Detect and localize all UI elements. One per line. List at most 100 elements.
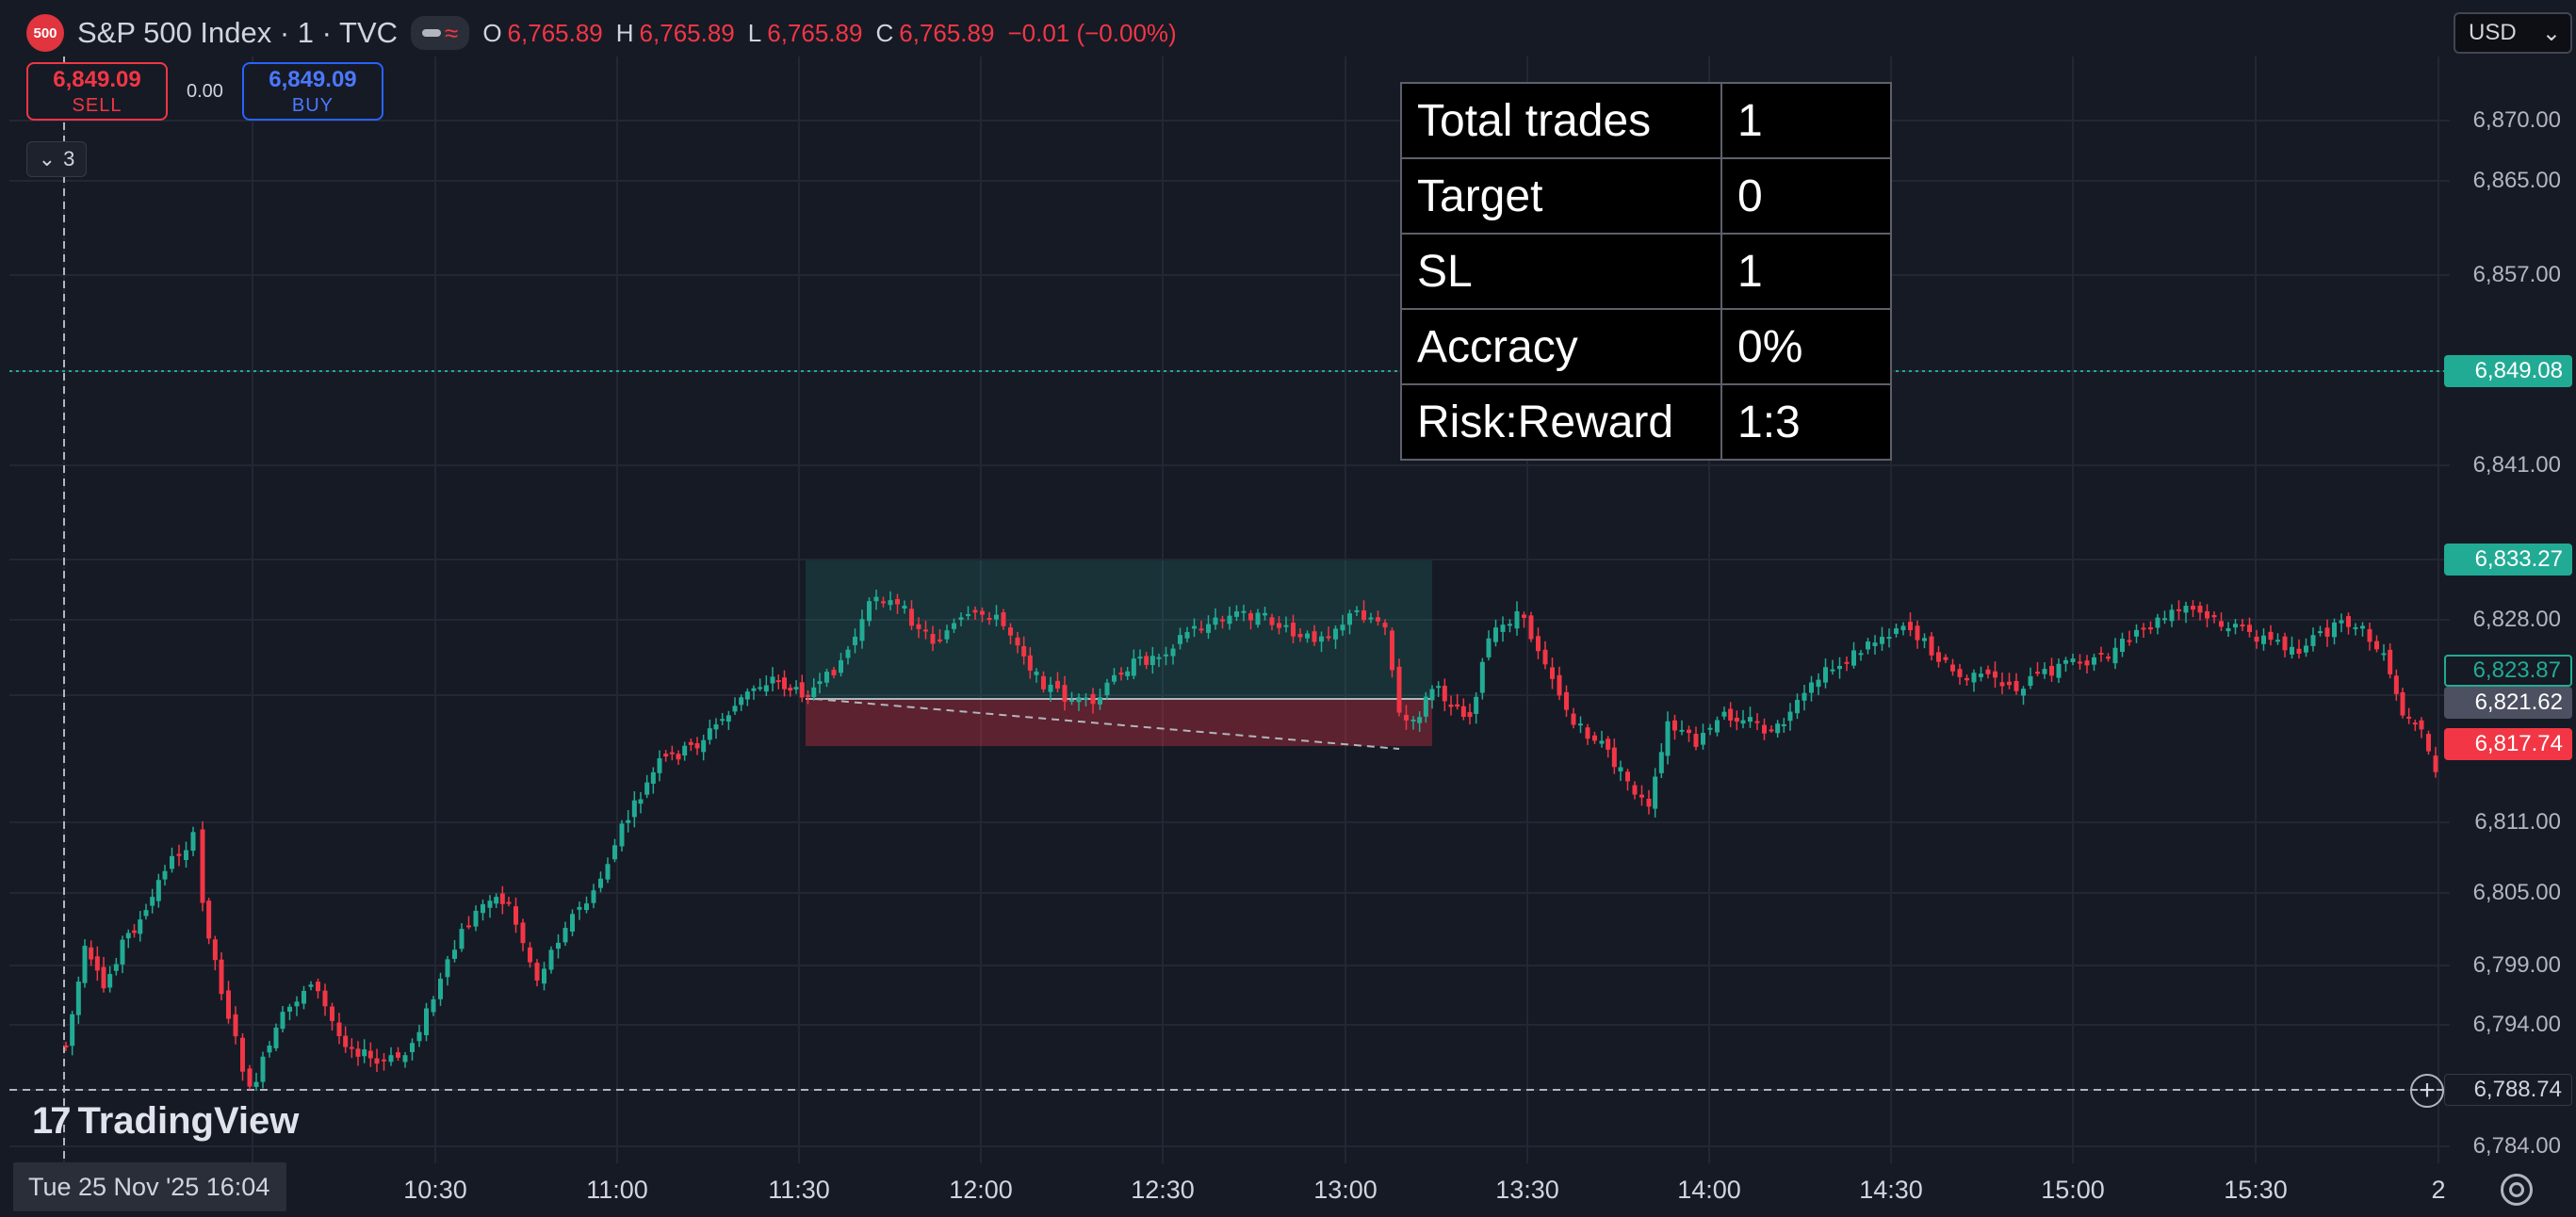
candle-body (452, 949, 457, 959)
symbol-title[interactable]: S&P 500 Index · 1 · TVC (77, 16, 399, 49)
candle-body (2141, 627, 2146, 630)
time-axis-label: 14:00 (1677, 1176, 1741, 1204)
candle-body (1816, 679, 1821, 688)
candle-body (1021, 645, 1027, 657)
candle-body (873, 596, 879, 602)
candle-body (247, 1068, 253, 1087)
candle-body (775, 680, 781, 683)
candle-body (853, 636, 857, 645)
candle-body (1781, 723, 1786, 726)
stat-value: 1 (1720, 233, 1892, 310)
candle-body (2106, 657, 2111, 659)
price-axis-label: 6,794.00 (2472, 1012, 2561, 1037)
time-axis-label: 15:30 (2224, 1176, 2288, 1204)
candle-body (1467, 712, 1473, 718)
candle-body (1404, 714, 1409, 721)
candle-body (2233, 624, 2238, 628)
open-key: O (482, 18, 502, 47)
candle-body (1957, 669, 1963, 677)
candle-body (125, 933, 131, 939)
candle-body (799, 682, 805, 698)
candle-body (916, 624, 921, 629)
trade-path (814, 698, 1400, 750)
symbol-logo[interactable]: 500 (26, 14, 64, 52)
chart-header: 500 S&P 500 Index · 1 · TVC ≈ O 6,765.89 … (26, 11, 1184, 55)
candle-body (362, 1049, 367, 1057)
candle-body (132, 930, 137, 933)
candle-body (1192, 625, 1197, 629)
indicators-toggle[interactable]: ⌄ 3 (26, 141, 87, 177)
candle-body (120, 939, 125, 965)
price-axis-label: 6,870.00 (2472, 107, 2561, 133)
candle-body (322, 990, 328, 1007)
candle-body (732, 706, 738, 712)
candle-body (1500, 625, 1506, 632)
candle-body (2247, 625, 2252, 633)
add-order-button[interactable]: + (2410, 1074, 2444, 1108)
settings-icon[interactable] (2501, 1174, 2533, 1206)
candle-body (1090, 693, 1096, 705)
candle-body (2296, 648, 2302, 654)
candle-body (2056, 663, 2062, 678)
candle-body (584, 903, 589, 911)
candle-body (481, 903, 485, 914)
candle-body (184, 850, 188, 861)
candle-body (2400, 691, 2405, 716)
candle-body (1263, 612, 1267, 616)
candle-body (944, 630, 950, 640)
candle-body (2426, 734, 2431, 752)
candle-body (2014, 680, 2019, 691)
candle-body (663, 754, 669, 757)
candle-body (1326, 636, 1331, 639)
candle-body (1936, 652, 1941, 662)
candle-body (2381, 653, 2387, 656)
candle-body (2374, 641, 2379, 650)
candle-body (1069, 699, 1074, 702)
time-axis-label: 12:00 (949, 1176, 1013, 1204)
candle-body (1460, 706, 1466, 717)
candle-body (113, 964, 119, 971)
candle-body (1305, 633, 1310, 639)
candle-body (1442, 686, 1447, 702)
candle-body (1894, 628, 1899, 634)
stat-label: Accracy (1400, 308, 1722, 385)
candle-body (240, 1037, 245, 1072)
candle-body (155, 880, 161, 901)
stat-label: Target (1400, 157, 1722, 235)
candle-body (1754, 721, 1760, 723)
candle-body (1277, 623, 1281, 628)
sell-button[interactable]: 6,849.09 SELL (26, 62, 168, 121)
candle-body (612, 845, 617, 860)
tradingview-logo-icon: 17 (32, 1100, 71, 1142)
candle-body (1908, 622, 1913, 631)
price-axis-label: 6,857.00 (2472, 262, 2561, 287)
candle-body (2268, 631, 2274, 641)
candle-body (867, 601, 872, 622)
bid-price-tag: 6,849.08 (2444, 355, 2572, 387)
candle-body (2419, 720, 2424, 730)
candle-body (82, 946, 88, 983)
candle-body (528, 947, 532, 963)
candle-body (2406, 716, 2412, 719)
stat-value: 1 (1720, 82, 1892, 159)
candle-body (2388, 649, 2393, 674)
candle-body (2063, 659, 2068, 664)
candle-body (2162, 618, 2167, 621)
buy-button[interactable]: 6,849.09 BUY (241, 62, 383, 121)
candle-body (811, 687, 817, 698)
buy-label: BUY (291, 94, 334, 116)
currency-select[interactable]: USD ⌄ (2454, 12, 2572, 54)
candle-body (1297, 633, 1303, 638)
candle-body (1701, 733, 1705, 745)
candle-body (1008, 627, 1013, 636)
candle-body (2021, 689, 2026, 696)
candle-body (1653, 776, 1658, 809)
candle-body (2360, 625, 2365, 629)
candle-body (1802, 692, 1807, 701)
target-zone[interactable] (806, 560, 1432, 699)
candle-body (1658, 752, 1664, 773)
candle-body (466, 925, 471, 928)
visibility-toggle[interactable]: ≈ (411, 16, 470, 50)
candle-body (1001, 612, 1006, 626)
